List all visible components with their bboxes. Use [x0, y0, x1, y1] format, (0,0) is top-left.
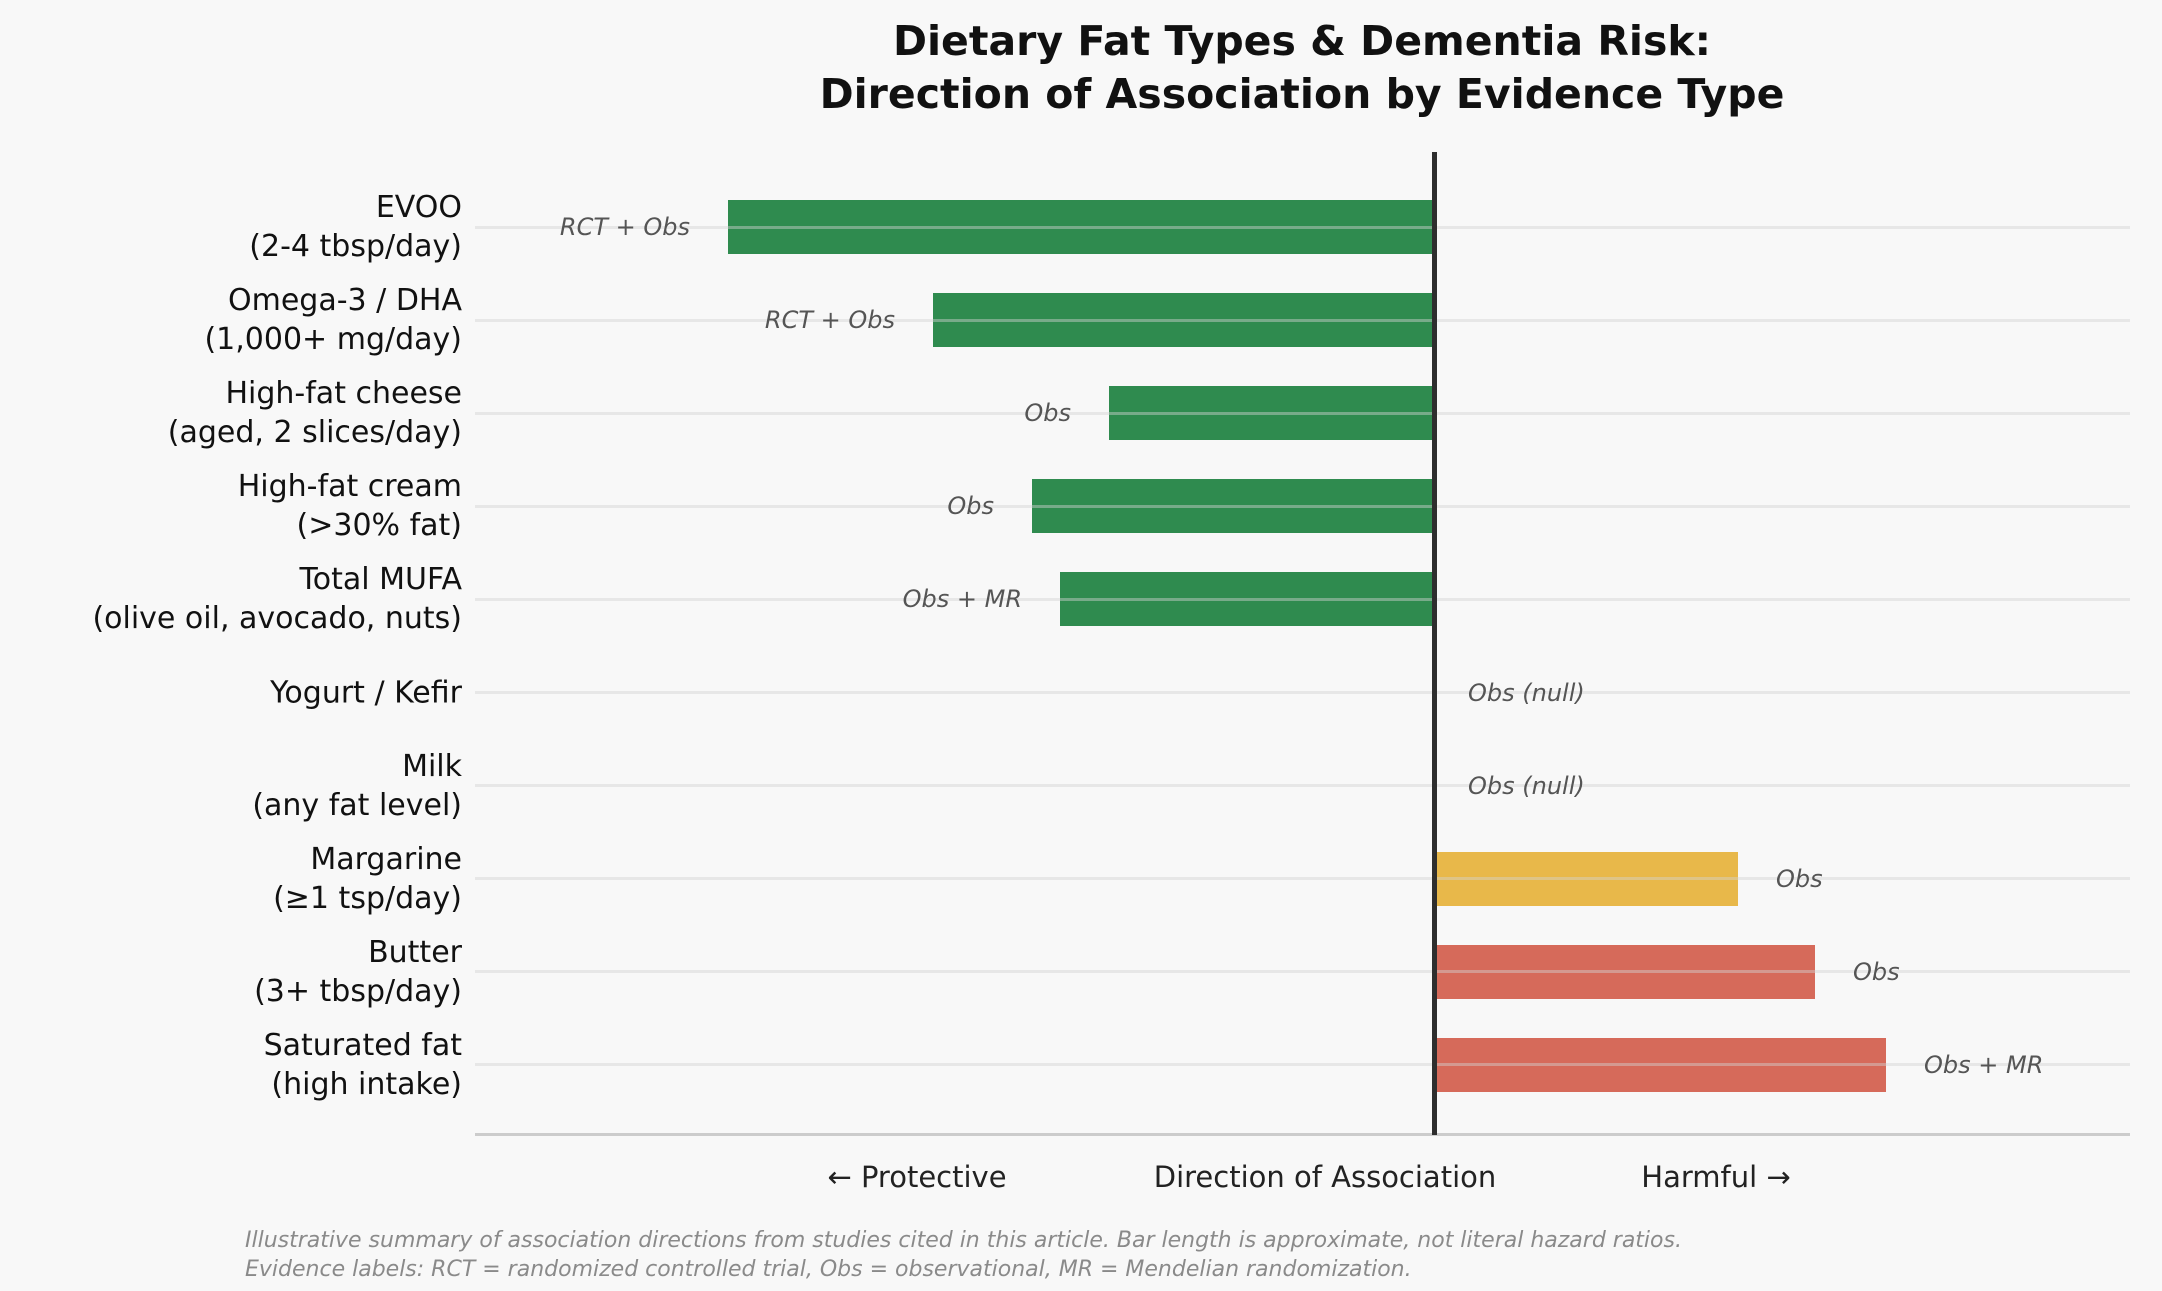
zero-axis-line [1432, 152, 1437, 1135]
gridline [475, 877, 2130, 881]
evidence-label: Obs + MR [902, 585, 1022, 614]
category-label: Margarine (≥1 tsp/day) [10, 840, 462, 918]
bar [1060, 572, 1434, 627]
category-label-line: Saturated fat [263, 1027, 462, 1063]
x-axis-annotation-harmful: Harmful → [1641, 1160, 1791, 1194]
category-label-line: (aged, 2 slices/day) [167, 415, 462, 451]
category-label: Butter (3+ tbsp/day) [10, 933, 462, 1011]
evidence-label: Obs + MR [1924, 1050, 2044, 1079]
evidence-label: Obs [1024, 399, 1071, 428]
gridline [475, 318, 2130, 322]
category-label-line: (2-4 tbsp/day) [249, 229, 462, 264]
bar [728, 200, 1434, 254]
gridline [475, 504, 2130, 508]
gridline [475, 691, 2130, 694]
evidence-label: RCT + Obs [764, 306, 895, 335]
category-label-line: (≥1 tsp/day) [273, 880, 462, 916]
category-label-line: (olive oil, avocado, nuts) [92, 601, 462, 637]
bar [1434, 851, 1738, 906]
bar [1109, 386, 1434, 441]
chart-title-line2: Direction of Association by Evidence Typ… [819, 70, 1785, 118]
category-label-line: (high intake) [271, 1066, 462, 1102]
category-label-line: Margarine [310, 841, 462, 877]
evidence-label: Obs (null) [1468, 771, 1585, 800]
bar [1434, 1037, 1886, 1092]
category-label-line: EVOO [375, 190, 462, 225]
category-label: Milk (any fat level) [10, 747, 462, 825]
bar [1434, 944, 1815, 999]
category-label-line: Milk [402, 748, 462, 784]
category-label-line: Omega-3 / DHA [228, 283, 462, 319]
category-label-line: (>30% fat) [296, 508, 462, 544]
x-axis-line [475, 1133, 2130, 1136]
footnote-line2: Evidence labels: RCT = randomized contro… [245, 1257, 1412, 1282]
category-label: Saturated fat (high intake) [10, 1026, 462, 1104]
evidence-label: Obs [1776, 864, 1823, 893]
evidence-label: Obs [947, 492, 994, 521]
gridline [475, 225, 2130, 229]
footnote-line1: Illustrative summary of association dire… [245, 1228, 1682, 1253]
evidence-label: Obs [1853, 957, 1900, 986]
category-label: Omega-3 / DHA (1,000+ mg/day) [10, 281, 462, 359]
evidence-label: RCT + Obs [559, 213, 690, 241]
gridline [475, 597, 2130, 601]
category-label-line: Yogurt / Kefir [270, 675, 462, 710]
gridline [475, 784, 2130, 788]
category-label-line: High-fat cream [237, 469, 462, 505]
category-label-line: (3+ tbsp/day) [254, 973, 462, 1009]
x-axis-annotation-protective: ← Protective [827, 1160, 1007, 1194]
gridline [475, 1063, 2130, 1067]
category-label: High-fat cream (>30% fat) [10, 467, 462, 545]
category-label-line: Butter [368, 934, 462, 970]
category-label-line: (1,000+ mg/day) [204, 322, 462, 358]
x-axis-label: Direction of Association [1153, 1160, 1497, 1194]
category-label: High-fat cheese (aged, 2 slices/day) [10, 374, 462, 452]
category-label-line: Total MUFA [299, 562, 462, 598]
evidence-label: Obs (null) [1468, 678, 1585, 707]
gridline [475, 970, 2130, 974]
category-label-line: (any fat level) [252, 787, 462, 823]
chart-title-line1: Dietary Fat Types & Dementia Risk: [892, 17, 1712, 65]
gridline [475, 411, 2130, 415]
category-label: Yogurt / Kefir [10, 673, 462, 712]
category-label: Total MUFA (olive oil, avocado, nuts) [10, 560, 462, 638]
category-label: EVOO (2-4 tbsp/day) [10, 188, 462, 266]
category-label-line: High-fat cheese [225, 376, 462, 412]
bar [1032, 479, 1434, 534]
bar [933, 293, 1434, 348]
